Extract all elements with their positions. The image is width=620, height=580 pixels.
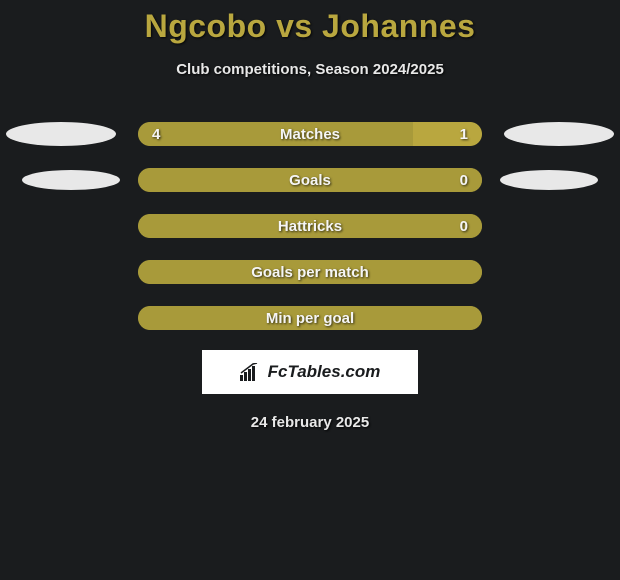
stat-rows: 41Matches 0Goals 0Hattricks Goals per match… [0,122,620,330]
stat-bar: Min per goal [138,306,482,330]
stat-label: Min per goal [138,310,482,327]
stat-bar: Goals per match [138,260,482,284]
stat-label: Matches [138,126,482,143]
stat-row: Min per goal [0,306,620,330]
page-container: Ngcobo vs Johannes Club competitions, Se… [0,0,620,431]
stat-row: 41Matches [0,122,620,146]
footer-date: 24 february 2025 [251,414,369,431]
page-subtitle: Club competitions, Season 2024/2025 [176,61,444,78]
stat-label: Goals per match [138,264,482,281]
player-ellipse-right [504,122,614,146]
stat-label: Hattricks [138,218,482,235]
player-ellipse-left [6,122,116,146]
stat-bar: 0Hattricks [138,214,482,238]
logo-box: FcTables.com [202,350,418,394]
player-ellipse-left [22,170,120,190]
stat-bar: 41Matches [138,122,482,146]
stat-row: 0Goals [0,168,620,192]
player-ellipse-right [500,170,598,190]
chart-icon [240,363,262,381]
stat-row: 0Hattricks [0,214,620,238]
stat-bar: 0Goals [138,168,482,192]
page-title: Ngcobo vs Johannes [145,8,476,45]
stat-label: Goals [138,172,482,189]
logo-text: FcTables.com [268,362,381,382]
stat-row: Goals per match [0,260,620,284]
